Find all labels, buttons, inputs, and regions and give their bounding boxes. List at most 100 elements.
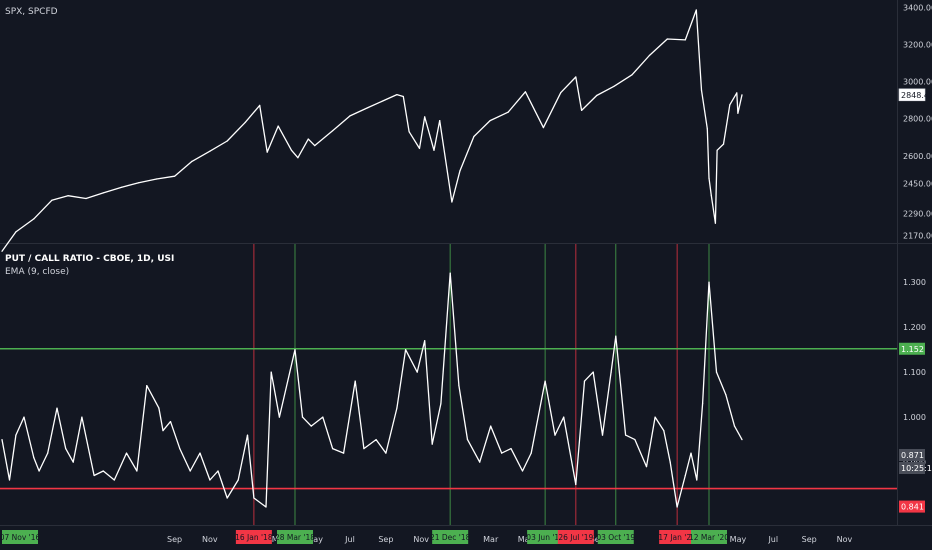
putcall-point [301,416,304,418]
spx-y-tick-label: 2600.00 [903,152,932,161]
putcall-point [93,474,95,477]
putcall-point [501,452,503,454]
spx-point [581,109,583,111]
spx-point [85,197,87,200]
countdown-label-box [899,462,925,474]
putcall-point [592,371,594,373]
ratio-lower-threshold-label: 0.841 [901,503,924,512]
spx-point [459,170,461,172]
putcall-point [676,506,678,508]
date-flag-box-2[interactable] [276,530,313,544]
spx-point [349,115,351,117]
spx-point [741,94,743,96]
spx-point [714,222,717,224]
putcall-point [733,425,736,427]
spx-point [489,120,491,122]
putcall-y-tick-label: 1.000 [903,413,926,422]
putcall-point [530,452,532,454]
spx-point [266,151,268,153]
putcall-point [510,448,512,450]
date-flag-box-3[interactable] [432,530,469,544]
putcall-point [237,479,239,481]
spx-point [524,91,527,93]
putcall-point [332,448,334,450]
putcall-point [23,416,25,418]
putcall-point [663,430,665,432]
putcall-point [226,497,228,499]
putcall-point [690,452,692,454]
x-tick-label: Sep [590,535,605,544]
putcall-point [625,434,627,436]
putcall-point [65,448,67,450]
spx-point [560,92,562,94]
spx-point [433,149,435,151]
date-flag-label-3: 21 Dec '18 [430,533,471,542]
putcall-point [47,452,49,454]
spx-point [226,140,228,142]
date-flag-box-0[interactable] [2,530,38,544]
date-flag-label-0: 07 Nov '16 [0,533,41,542]
putcall-point [265,506,267,508]
putcall-point [575,483,577,486]
ratio-lower-threshold-label-box [899,500,925,513]
spx-point [706,128,708,130]
spx-point [332,130,334,132]
spx-point [1,250,3,252]
putcall-point [654,416,656,418]
putcall-point [209,479,211,481]
spx-point [120,186,122,188]
date-flag-label-6: 03 Oct '19 [596,533,635,542]
spx-point [700,89,703,91]
putcall-point [696,479,698,481]
ratio-current-value-label-box [899,449,925,461]
putcall-point [33,457,35,459]
date-flag-label-5: 26 Jul '19 [558,533,593,542]
putcall-point [702,403,704,405]
spx-y-tick-label: 3400.00 [903,3,932,12]
putcall-point [554,434,556,436]
spx-point [666,38,668,40]
spx-point [716,149,718,151]
x-tick-label: Jul [767,535,778,544]
spx-point [297,157,299,159]
spx-y-tick-label: 3200.00 [903,41,932,50]
date-flag-box-7[interactable] [659,530,696,544]
putcall-point [490,425,492,427]
spx-point [244,121,246,123]
date-flag-box-8[interactable] [690,530,727,544]
spx-point [708,177,710,179]
putcall-point [708,281,710,283]
putcall-point [158,407,160,409]
putcall-point [217,470,219,472]
putcall-point [270,371,272,373]
ratio-pane-title: PUT / CALL RATIO - CBOE, 1D, USI [5,254,175,264]
spx-point [102,192,104,194]
putcall-point [458,385,460,387]
spx-point [695,9,697,11]
spx-point [259,104,261,106]
putcall-point [246,434,249,436]
spx-point [307,138,309,140]
spx-y-tick-label: 2290.00 [903,209,932,218]
putcall-point [343,452,345,454]
spx-y-tick-label: 2800.00 [903,115,932,124]
putcall-point [645,466,648,468]
date-flag-box-1[interactable] [235,530,272,544]
date-flag-box-6[interactable] [597,530,634,544]
x-tick-label: May [518,535,535,544]
date-flag-box-5[interactable] [557,530,594,544]
spx-current-value-label: 2848.43 [901,91,932,100]
date-flag-box-4[interactable] [527,530,564,544]
putcall-point [38,470,40,472]
spx-point [138,182,140,184]
putcall-point [601,434,604,436]
putcall-point [725,394,727,396]
spx-point [737,112,739,114]
x-tick-label: Nov [413,535,429,544]
spx-point [418,147,421,149]
putcall-point [684,474,686,477]
spx-point [722,143,725,145]
spx-point [191,160,193,162]
putcall-point [169,421,172,423]
